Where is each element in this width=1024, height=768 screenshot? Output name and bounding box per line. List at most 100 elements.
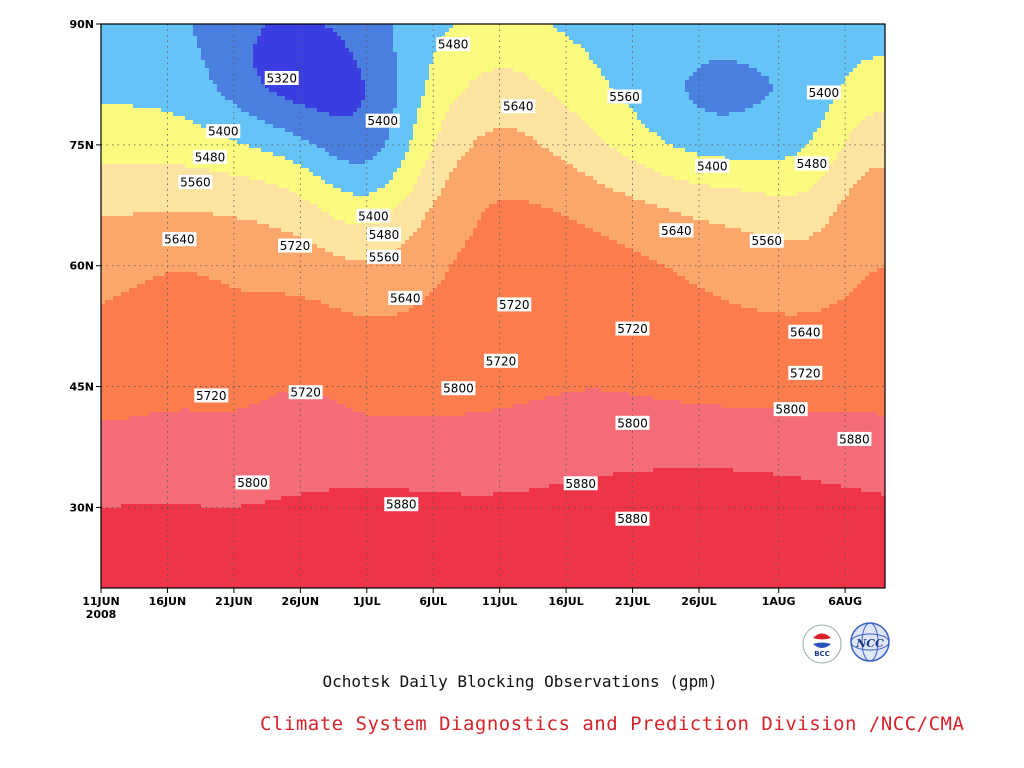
contour-cell [101,460,106,465]
contour-cell [181,568,186,573]
contour-cell [201,128,206,133]
contour-cell [109,440,114,445]
contour-cell [141,32,146,37]
contour-cell [197,552,202,557]
contour-cell [173,544,178,549]
contour-cell [165,476,170,481]
contour-cell [189,252,194,257]
contour-cell [213,416,218,421]
contour-cell [185,456,190,461]
contour-cell [141,192,146,197]
contour-cell [165,212,170,217]
contour-cell [113,464,118,469]
contour-cell [221,104,226,109]
contour-cell [161,512,166,517]
contour-cell [217,108,222,113]
contour-cell [221,368,226,373]
contour-cell [213,60,218,65]
contour-cell [233,268,238,273]
contour-cell [109,60,114,65]
contour-cell [237,304,242,309]
contour-cell [225,268,230,273]
contour-cell [189,500,194,505]
contour-cell [193,516,198,521]
contour-cell [153,524,158,529]
contour-cell [209,536,214,541]
contour-cell [201,464,206,469]
contour-cell [141,256,146,261]
contour-cell [105,116,110,121]
contour-cell [217,424,222,429]
contour-cell [141,340,146,345]
contour-cell [157,60,162,65]
contour-cell [153,252,158,257]
contour-cell [173,520,178,525]
contour-cell [145,468,150,473]
contour-cell [121,220,126,225]
contour-cell [109,88,114,93]
contour-cell [105,328,110,333]
contour-cell [177,148,182,153]
contour-cell [121,56,126,61]
contour-cell [225,148,230,153]
contour-cell [101,124,106,129]
contour-cell [229,144,234,149]
contour-cell [105,368,110,373]
contour-cell [189,124,194,129]
contour-cell [173,152,178,157]
contour-cell [177,540,182,545]
contour-cell [181,324,186,329]
contour-cell [125,420,130,425]
contour-cell [129,488,134,493]
contour-cell [153,464,158,469]
contour-cell [141,484,146,489]
contour-cell [165,480,170,485]
contour-cell [149,284,154,289]
contour-cell [157,36,162,41]
contour-cell [213,528,218,533]
contour-cell [133,580,138,585]
contour-cell [205,348,210,353]
contour-cell [213,112,218,117]
contour-cell [101,376,106,381]
contour-cell [137,120,142,125]
contour-cell [113,392,118,397]
contour-cell [189,516,194,521]
contour-cell [241,72,246,77]
contour-cell [217,512,222,517]
contour-cell [217,140,222,145]
contour-cell [165,324,170,329]
contour-cell [121,416,126,421]
contour-cell [185,48,190,53]
contour-cell [141,364,146,369]
contour-cell [121,400,126,405]
contour-cell [117,288,122,293]
contour-cell [181,352,186,357]
contour-cell [205,236,210,241]
contour-cell [241,60,246,65]
contour-cell [185,224,190,229]
contour-cell [145,328,150,333]
contour-cell [233,288,238,293]
contour-cell [181,584,186,588]
contour-cell [209,40,214,45]
contour-cell [193,216,198,221]
contour-cell [181,344,186,349]
contour-cell [137,68,142,73]
contour-cell [209,456,214,461]
contour-cell [125,328,130,333]
contour-cell [149,36,154,41]
contour-cell [181,476,186,481]
contour-cell [109,132,114,137]
contour-cell [177,172,182,177]
contour-cell [109,424,114,429]
contour-cell [181,336,186,341]
contour-cell [101,284,106,289]
contour-cell [217,416,222,421]
contour-cell [109,320,114,325]
contour-cell [205,340,210,345]
contour-cell [161,156,166,161]
contour-cell [153,60,158,65]
contour-cell [197,60,202,65]
contour-cell [225,536,230,541]
